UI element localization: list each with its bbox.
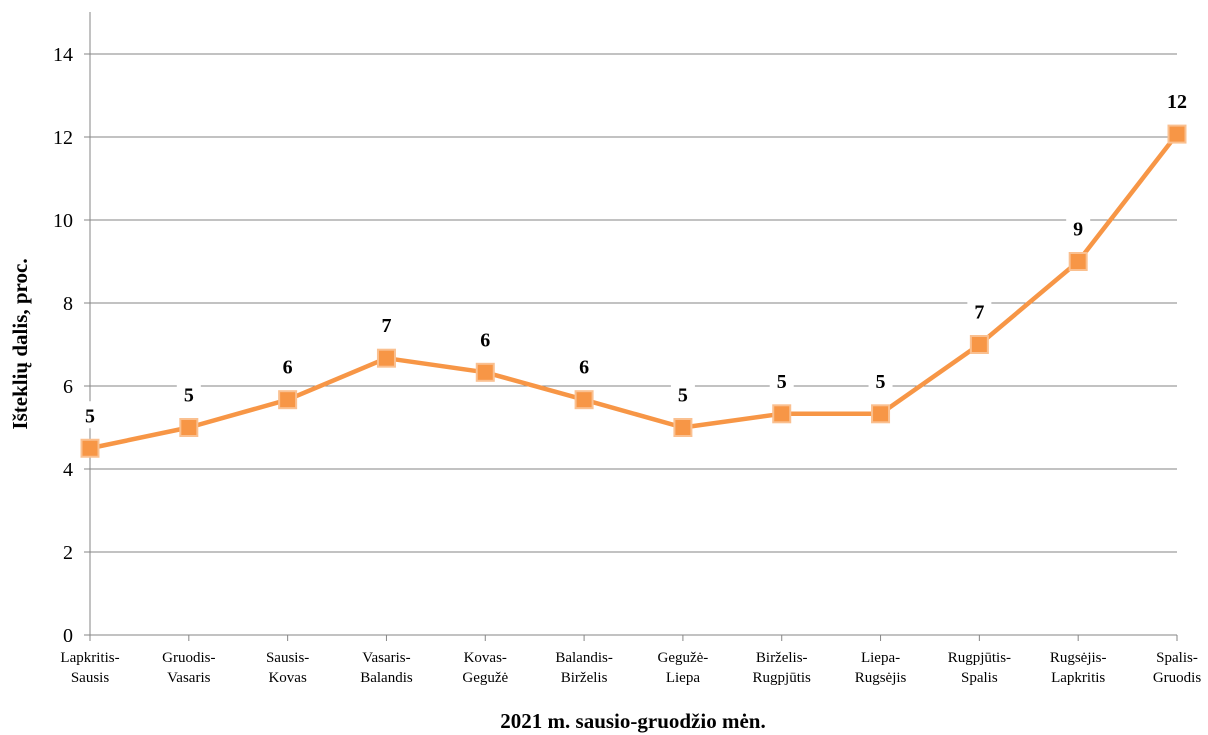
x-tick-label-line: Sausis- (266, 650, 309, 666)
data-label: 7 (974, 302, 984, 324)
data-label: 12 (1167, 91, 1187, 113)
data-point-marker (871, 404, 891, 424)
data-label: 6 (579, 357, 589, 379)
data-label-background (78, 401, 102, 429)
x-tick-label-line: Spalis- (1156, 650, 1198, 666)
x-tick-label: Kovas- Gegužė (462, 650, 508, 686)
data-point-marker (278, 390, 298, 410)
x-tick-label-line: Gruodis- (162, 650, 215, 666)
data-labels: 5 5 6 7 6 6 5 5 5 7 9 12 (78, 87, 1189, 429)
x-tick-label-line: Kovas (268, 670, 306, 686)
x-tick-label-line: Lapkritis- (60, 650, 119, 666)
x-tick-label: Rugsėjis- Lapkritis (1050, 650, 1107, 686)
x-tick-label-line: Balandis- (555, 650, 613, 666)
data-label-background (176, 380, 201, 408)
gridlines (84, 53, 1178, 641)
data-label-background (769, 366, 794, 394)
axes (89, 12, 1177, 636)
data-label-background (572, 352, 597, 380)
x-tick-label: Birželis- Rugpjūtis (753, 650, 812, 686)
data-label: 5 (85, 405, 95, 427)
data-point-marker (376, 348, 396, 368)
data-point-marker (179, 418, 199, 437)
data-point-marker (969, 335, 989, 354)
data-label-background (374, 311, 399, 339)
series-markers (80, 124, 1187, 458)
x-tick-label-line: Lapkritis (1051, 670, 1105, 686)
x-tick-label-line: Sausis (71, 670, 110, 686)
data-point-marker (1068, 252, 1088, 271)
data-point-marker (475, 362, 495, 382)
x-axis-title: 2021 m. sausio-gruodžio mėn. (500, 709, 765, 733)
y-axis-title: Išteklių dalis, proc. (8, 258, 32, 429)
x-tick-label-line: Vasaris (167, 670, 210, 686)
x-tick-label: Rugpjūtis- Spalis (948, 650, 1011, 686)
data-point-marker (1167, 124, 1187, 144)
x-tick-label-line: Spalis (961, 670, 998, 686)
series-orange (89, 132, 1179, 451)
x-tick-labels: Lapkritis- Sausis Gruodis- Vasaris Sausis- Ko… (60, 650, 1201, 686)
x-tick-label-line: Rugsėjis (855, 670, 907, 686)
data-label-background (275, 352, 300, 380)
x-tick-label-line: Gegužė (462, 670, 508, 686)
x-tick-label-line: Liepa- (861, 650, 900, 666)
y-tick-label: 8 (63, 293, 73, 315)
y-tick-label: 10 (53, 210, 73, 232)
data-label: 5 (876, 371, 886, 393)
y-tick-labels: 0 2 4 6 8 10 12 14 (53, 44, 73, 647)
data-label-background (868, 366, 893, 394)
y-tick-label: 0 (63, 625, 73, 647)
data-label: 5 (777, 371, 787, 393)
x-tick-label: Vasaris- Balandis (360, 650, 413, 686)
series-line (89, 132, 1179, 451)
x-tick-label-line: Birželis (561, 670, 608, 686)
x-tick-label: Gruodis- Vasaris (162, 650, 215, 686)
x-tick-label-line: Gegužė- (658, 650, 709, 666)
data-label: 9 (1073, 219, 1083, 241)
x-tick-label-line: Gruodis (1153, 670, 1201, 686)
x-tick-label-line: Birželis- (756, 650, 808, 666)
x-tick-label-line: Rugpjūtis (753, 670, 812, 686)
y-tick-label: 14 (53, 44, 73, 66)
data-point-marker (673, 418, 693, 437)
y-tick-label: 6 (63, 376, 73, 398)
data-label-background (1066, 214, 1091, 242)
x-tick-label: Sausis- Kovas (266, 650, 309, 686)
x-tick-label-line: Rugpjūtis- (948, 650, 1011, 666)
y-tick-label: 12 (53, 127, 73, 149)
data-label: 7 (381, 315, 391, 337)
data-label: 5 (184, 385, 194, 407)
x-tick-label-line: Balandis (360, 670, 413, 686)
data-label: 5 (678, 385, 688, 407)
x-tick-label-line: Liepa (666, 670, 700, 686)
x-tick-label-line: Kovas- (464, 650, 507, 666)
x-tick-label: Spalis- Gruodis (1153, 650, 1201, 686)
x-tick-label: Balandis- Birželis (555, 650, 613, 686)
x-tick-label-line: Rugsėjis- (1050, 650, 1107, 666)
data-point-marker (772, 404, 792, 424)
x-tick-label: Liepa- Rugsėjis (855, 650, 907, 686)
y-tick-label: 2 (63, 542, 73, 564)
x-tick-label: Gegužė- Liepa (658, 650, 709, 686)
x-tick-label-line: Vasaris- (362, 650, 410, 666)
data-point-marker (574, 390, 594, 410)
data-label: 6 (283, 357, 293, 379)
y-tick-label: 4 (63, 459, 73, 481)
data-label-background (967, 297, 992, 325)
data-point-marker (80, 438, 100, 458)
data-label-background (670, 380, 695, 408)
data-label: 6 (480, 329, 490, 351)
x-tick-label: Lapkritis- Sausis (60, 650, 119, 686)
data-label-background (1165, 87, 1189, 115)
data-label-background (473, 325, 498, 353)
